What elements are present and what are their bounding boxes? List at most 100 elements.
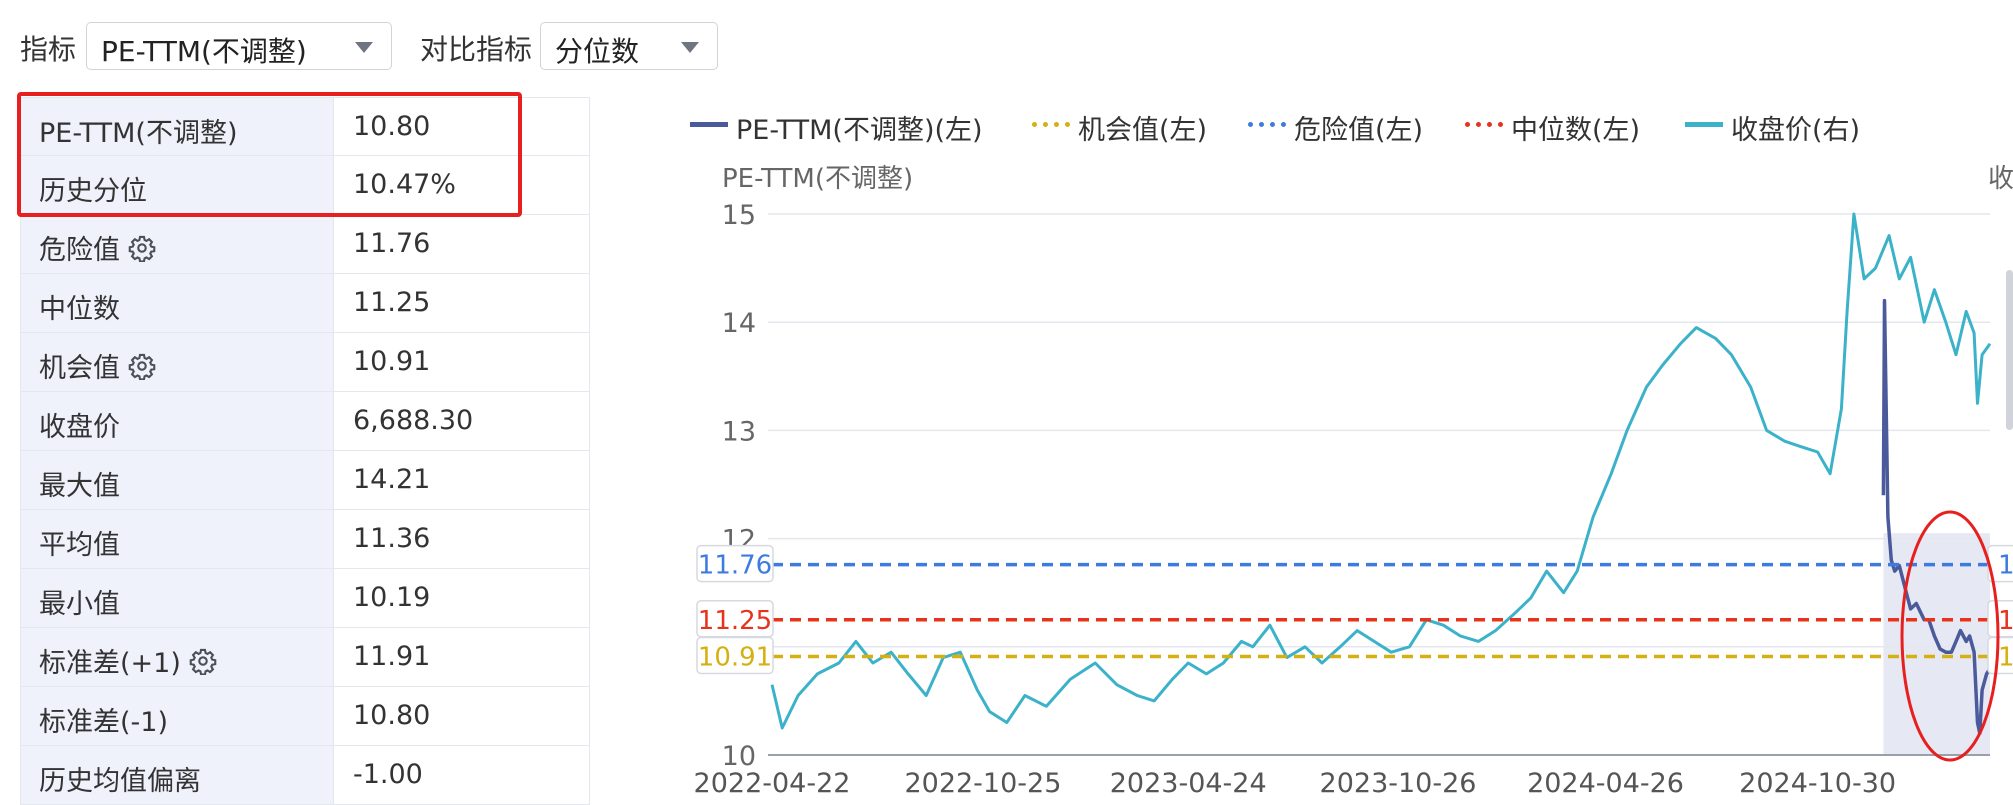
stats-value: 11.25 xyxy=(353,287,431,318)
stats-key: PE-TTM(不调整) xyxy=(39,118,238,149)
stats-value: 10.80 xyxy=(353,111,431,142)
stats-row: 机会值 10.91 xyxy=(21,333,589,392)
stats-value: 11.91 xyxy=(353,641,431,672)
close-price-line xyxy=(770,212,1992,730)
annotation-ellipse xyxy=(1900,510,2000,762)
stats-key: 机会值 xyxy=(39,346,156,385)
stats-value: 14.21 xyxy=(353,464,431,495)
stats-value: 10.91 xyxy=(353,346,431,377)
chevron-down-icon xyxy=(681,42,699,53)
x-tick-label: 2022-04-22 xyxy=(694,768,851,799)
stats-value: 10.47% xyxy=(353,169,456,200)
stats-row: 平均值 11.36 xyxy=(21,510,589,569)
stats-row: 历史分位 10.47% xyxy=(21,156,589,215)
stats-row: 标准差(-1) 10.80 xyxy=(21,687,589,746)
stats-key-cell: 历史分位 xyxy=(21,156,334,214)
stats-key: 标准差(+1) xyxy=(39,641,217,680)
gear-icon[interactable] xyxy=(120,235,156,266)
stats-key: 危险值 xyxy=(39,228,156,267)
stats-key: 中位数 xyxy=(39,294,120,325)
reference-tag-label-right: 1 xyxy=(1998,551,2013,581)
stats-key-cell: 平均值 xyxy=(21,510,334,568)
legend-label: 中位数(左) xyxy=(1511,115,1641,146)
y-tick-label: 15 xyxy=(722,200,756,231)
stats-key-cell: 机会值 xyxy=(21,333,334,391)
stats-key: 历史分位 xyxy=(39,176,147,207)
legend-label: 机会值(左) xyxy=(1078,115,1208,146)
legend-marker xyxy=(1248,122,1286,127)
compare-select[interactable]: 分位数 xyxy=(540,22,718,70)
stats-value: 10.80 xyxy=(353,700,431,731)
reference-tag-box xyxy=(696,544,774,583)
legend-label: 收盘价(右) xyxy=(1731,115,1861,146)
stats-key-cell: 危险值 xyxy=(21,215,334,273)
x-tick-label: 2023-10-26 xyxy=(1320,768,1477,799)
compare-label: 对比指标 xyxy=(420,33,533,66)
gear-icon[interactable] xyxy=(181,648,217,679)
stats-key-cell: 收盘价 xyxy=(21,392,334,450)
legend-marker xyxy=(1685,122,1723,127)
compare-select-value: 分位数 xyxy=(555,35,640,68)
indicator-label: 指标 xyxy=(20,33,77,66)
stats-value: 11.36 xyxy=(353,523,431,554)
stats-row: 危险值 11.76 xyxy=(21,215,589,274)
x-tick-label: 2023-04-24 xyxy=(1110,768,1267,799)
reference-tag-box-right xyxy=(1987,600,2013,638)
reference-tag-label-right: 1 xyxy=(1998,643,2013,673)
legend-marker xyxy=(690,122,728,127)
stats-key-cell: PE-TTM(不调整) xyxy=(21,98,334,155)
reference-tag-label: 11.76 xyxy=(698,551,772,581)
stats-table: PE-TTM(不调整) 10.80 历史分位 10.47% 危险值 11.76 中位数 11.… xyxy=(20,97,590,805)
stats-key: 最小值 xyxy=(39,589,120,620)
y-tick-label: 13 xyxy=(722,416,756,447)
y-axis-title-left: PE-TTM(不调整) xyxy=(722,164,914,194)
y-axis-title-right: 收 xyxy=(1988,164,2013,194)
stats-value: 10.19 xyxy=(353,582,431,613)
stats-key: 平均值 xyxy=(39,530,120,561)
stats-key-cell: 历史均值偏离 xyxy=(21,746,334,804)
stats-row: 中位数 11.25 xyxy=(21,274,589,333)
stats-row: 历史均值偏离 -1.00 xyxy=(21,746,589,805)
stats-key: 最大值 xyxy=(39,471,120,502)
stats-key: 收盘价 xyxy=(39,412,120,443)
reference-tag-label: 11.25 xyxy=(698,606,772,636)
stats-value: 6,688.30 xyxy=(353,405,474,436)
stats-row: 收盘价 6,688.30 xyxy=(21,392,589,451)
stats-row: 标准差(+1) 11.91 xyxy=(21,628,589,687)
stats-value: -1.00 xyxy=(353,759,423,790)
stats-value: 11.76 xyxy=(353,228,431,259)
stats-key-cell: 最小值 xyxy=(21,569,334,627)
y-tick-label: 10 xyxy=(722,741,756,772)
stats-key-cell: 最大值 xyxy=(21,451,334,509)
x-tick-label: 2024-10-30 xyxy=(1739,768,1896,799)
toolbar: 指标 PE-TTM(不调整) 对比指标 分位数 xyxy=(0,22,760,72)
legend-label: 危险值(左) xyxy=(1294,115,1424,146)
y-tick-label: 14 xyxy=(722,308,756,339)
reference-tag-box-right xyxy=(1987,636,2013,675)
legend-label: PE-TTM(不调整)(左) xyxy=(736,115,983,146)
reference-tag-label: 10.91 xyxy=(698,643,772,673)
legend-marker xyxy=(1465,122,1503,127)
stats-row: 最小值 10.19 xyxy=(21,569,589,628)
reference-tag-box xyxy=(696,636,774,675)
x-tick-label: 2022-10-25 xyxy=(904,768,1061,799)
reference-tag-box xyxy=(696,600,774,638)
vertical-scrollbar[interactable] xyxy=(2006,270,2013,430)
reference-tag-label-right: 1 xyxy=(1998,606,2013,636)
stats-key-cell: 中位数 xyxy=(21,274,334,332)
highlight-box xyxy=(17,92,522,217)
stats-key: 标准差(-1) xyxy=(39,707,168,738)
stats-key-cell: 标准差(+1) xyxy=(21,628,334,686)
gear-icon[interactable] xyxy=(120,353,156,384)
stats-row: 最大值 14.21 xyxy=(21,451,589,510)
chevron-down-icon xyxy=(355,42,373,53)
pe-ttm-line xyxy=(1881,298,1992,736)
stats-key: 历史均值偏离 xyxy=(39,766,201,797)
stats-row: PE-TTM(不调整) 10.80 xyxy=(21,97,589,156)
legend-marker xyxy=(1032,122,1070,127)
indicator-select[interactable]: PE-TTM(不调整) xyxy=(86,22,392,70)
indicator-select-value: PE-TTM(不调整) xyxy=(101,35,307,68)
stats-key-cell: 标准差(-1) xyxy=(21,687,334,745)
x-tick-label: 2024-04-26 xyxy=(1527,768,1684,799)
